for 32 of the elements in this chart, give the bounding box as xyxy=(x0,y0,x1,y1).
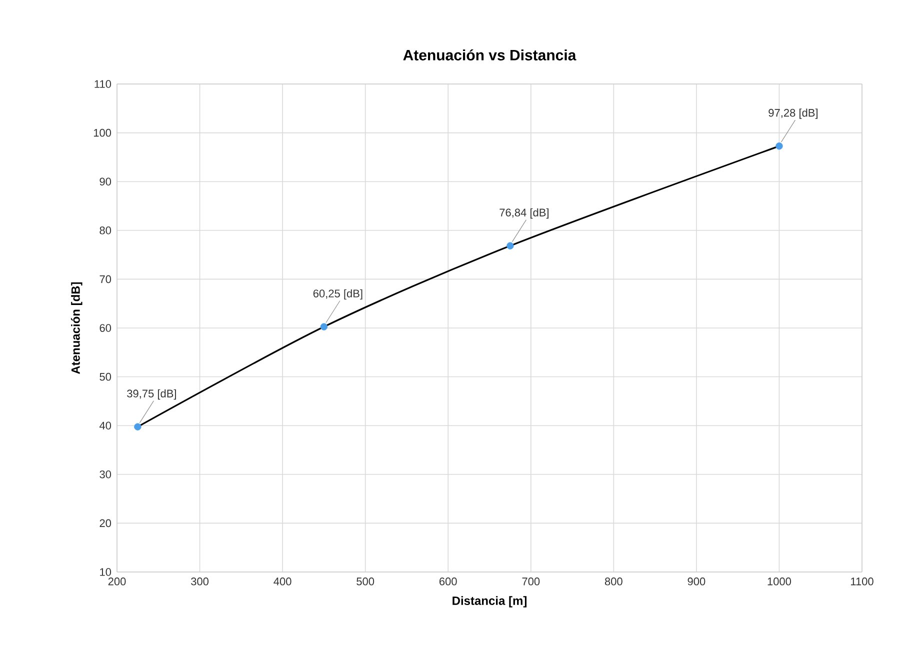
x-tick-label: 1100 xyxy=(851,578,874,586)
y-tick-label: 10 xyxy=(100,568,112,576)
y-tick-label: 70 xyxy=(100,275,112,284)
x-tick-label: 400 xyxy=(274,578,292,586)
y-tick-label: 50 xyxy=(100,372,112,381)
data-label: 97,28 [dB] xyxy=(768,108,818,119)
point xyxy=(776,142,783,150)
y-tick-label: 80 xyxy=(100,226,112,234)
chart-title: Atenuación vs Distancia xyxy=(403,49,576,60)
data-label: 39,75 [dB] xyxy=(127,389,176,400)
x-tick-label: 300 xyxy=(191,578,209,586)
data-label: 60,25 [dB] xyxy=(313,289,362,300)
y-axis-title: Atenuación [dB] xyxy=(70,282,82,374)
data-label: 76,84 [dB] xyxy=(500,208,548,219)
y-tick-label: 20 xyxy=(100,519,112,528)
y-tick-label: 40 xyxy=(99,422,112,430)
x-tick-label: 600 xyxy=(440,578,457,586)
x-tick-label: 200 xyxy=(108,578,126,586)
y-tick-label: 30 xyxy=(100,470,112,478)
y-tick-label: 60 xyxy=(100,324,112,332)
x-tick-label: 500 xyxy=(356,578,374,586)
point xyxy=(506,242,514,250)
point xyxy=(134,423,142,430)
x-tick-label: 1000 xyxy=(768,578,792,586)
x-axis-title: Distancia [m] xyxy=(452,596,526,608)
y-tick-label: 110 xyxy=(94,80,112,88)
y-tick-label: 100 xyxy=(94,128,112,137)
point xyxy=(320,323,328,330)
x-tick-label: 800 xyxy=(604,578,622,586)
x-tick-label: 900 xyxy=(688,578,706,586)
x-tick-label: 700 xyxy=(522,578,540,586)
y-tick-label: 90 xyxy=(100,178,112,186)
